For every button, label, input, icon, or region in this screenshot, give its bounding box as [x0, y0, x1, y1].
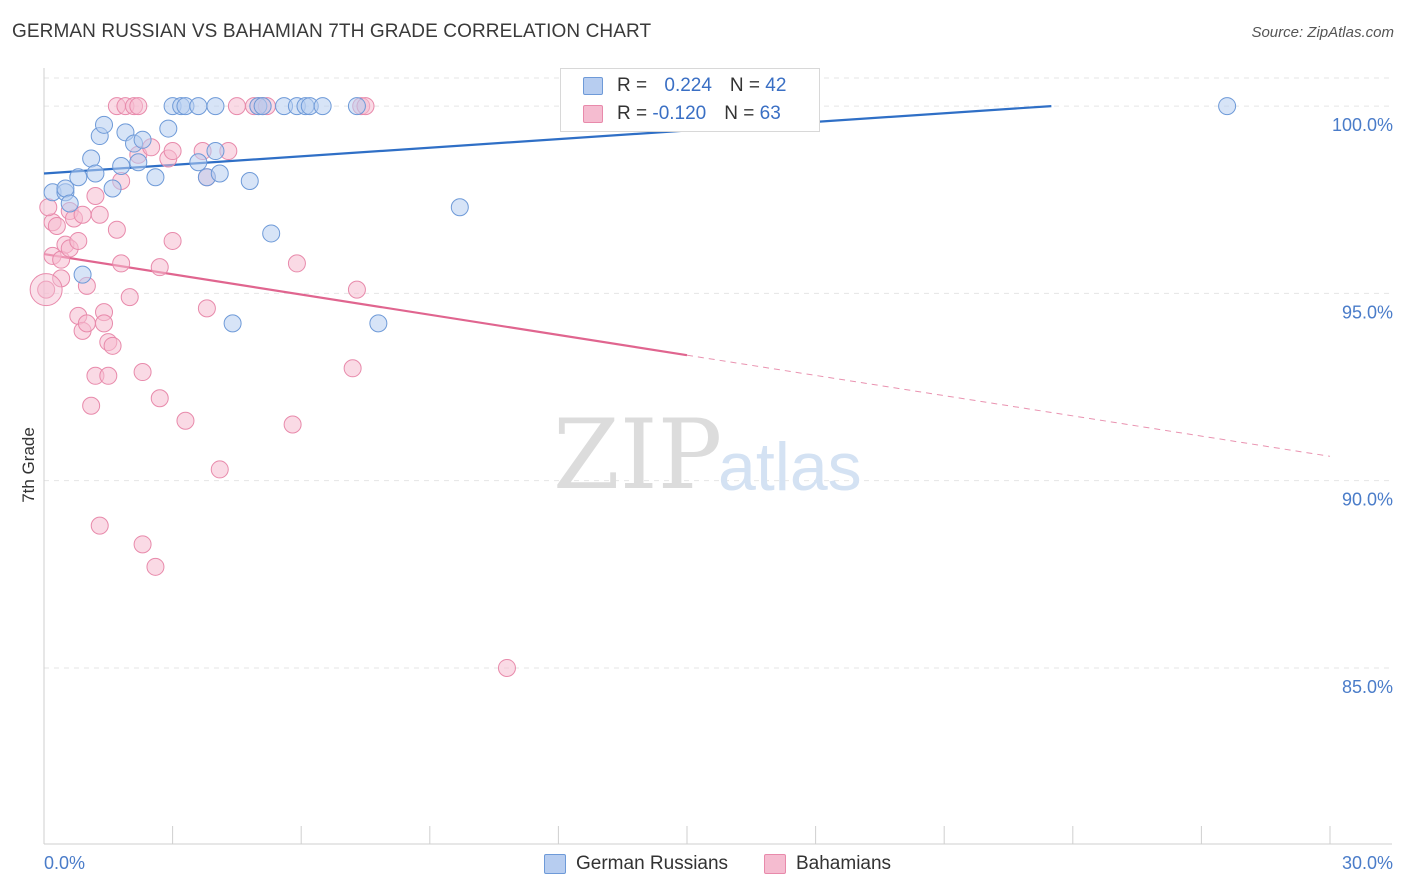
point-bahamians: [197, 299, 216, 318]
point-bahamians: [120, 288, 139, 307]
watermark: ZIP atlas: [553, 399, 862, 511]
trend-line-german-russians: [43, 104, 1052, 175]
point-german-russians: [129, 153, 148, 172]
point-bahamians: [52, 269, 71, 288]
legend-n-label: N =: [729, 75, 766, 96]
point-german-russians: [313, 97, 332, 116]
point-bahamians: [283, 415, 302, 434]
point-german-russians: [112, 157, 131, 176]
point-german-russians: [206, 97, 225, 116]
point-german-russians: [1218, 97, 1237, 116]
point-cluster-bahamians: [29, 273, 63, 307]
series-legend: German Russians Bahamians: [0, 852, 1406, 878]
point-bahamians: [69, 231, 88, 250]
point-bahamians: [227, 97, 246, 116]
point-bahamians: [82, 396, 101, 415]
data-points: [29, 97, 1237, 677]
correlation-legend: R = 0.224 N = 42 R = -0.120 N = 63: [560, 68, 820, 132]
point-german-russians: [210, 164, 229, 183]
legend-swatch-blue: [583, 77, 603, 95]
x-tick-label: 0.0%: [44, 853, 85, 873]
point-bahamians: [77, 314, 96, 333]
point-german-russians: [60, 194, 79, 213]
axes: [43, 68, 1392, 845]
point-bahamians: [343, 359, 362, 378]
point-german-russians: [189, 153, 208, 172]
legend-r-value: -0.120: [652, 103, 707, 124]
trend-line-bahamians: [43, 252, 688, 357]
point-german-russians: [347, 97, 366, 116]
point-bahamians: [347, 280, 366, 299]
legend-swatch-pink: [764, 854, 786, 874]
point-bahamians: [47, 216, 66, 235]
point-bahamians: [176, 411, 195, 430]
legend-label: Bahamians: [796, 853, 892, 874]
point-german-russians: [133, 130, 152, 149]
point-bahamians: [90, 516, 109, 535]
point-german-russians: [262, 224, 281, 243]
point-bahamians: [95, 314, 114, 333]
y-tick-label: 85.0%: [1342, 677, 1393, 697]
point-german-russians: [189, 97, 208, 116]
point-bahamians: [103, 336, 122, 355]
point-bahamians: [150, 389, 169, 408]
trend-line-extension-bahamians: [686, 354, 1331, 457]
point-german-russians: [82, 149, 101, 168]
point-bahamians: [287, 254, 306, 273]
x-tick-label: 30.0%: [1342, 853, 1393, 873]
point-bahamians: [497, 658, 516, 677]
tick-labels: 85.0% 90.0% 95.0% 100.0% 0.0% 30.0%: [44, 115, 1393, 873]
point-bahamians: [150, 258, 169, 277]
point-german-russians: [86, 164, 105, 183]
point-german-russians: [159, 119, 178, 138]
point-bahamians: [90, 205, 109, 224]
chart-title: GERMAN RUSSIAN VS BAHAMIAN 7TH GRADE COR…: [12, 21, 652, 42]
watermark-zip: ZIP: [553, 399, 722, 511]
point-bahamians: [37, 280, 56, 299]
legend-r-label: R =: [617, 75, 653, 96]
y-axis-label: 7th Grade: [19, 427, 38, 503]
point-german-russians: [206, 142, 225, 161]
point-german-russians: [103, 179, 122, 198]
point-german-russians: [253, 97, 272, 116]
grid-lines: [44, 77, 1392, 669]
point-german-russians: [240, 172, 259, 191]
point-german-russians: [369, 314, 388, 333]
point-german-russians: [450, 198, 469, 217]
legend-swatch-blue: [544, 854, 566, 874]
y-tick-label: 95.0%: [1342, 302, 1393, 322]
point-bahamians: [39, 198, 58, 217]
point-bahamians: [146, 557, 165, 576]
legend-r-value: 0.224: [664, 75, 712, 96]
legend-label: German Russians: [576, 853, 729, 874]
legend-swatch-pink: [583, 105, 603, 123]
point-german-russians: [146, 168, 165, 187]
point-bahamians: [99, 366, 118, 385]
point-bahamians: [129, 97, 148, 116]
point-german-russians: [69, 168, 88, 187]
point-bahamians: [133, 363, 152, 382]
point-bahamians: [107, 220, 126, 239]
watermark-atlas: atlas: [718, 429, 862, 505]
point-german-russians: [223, 314, 242, 333]
y-tick-label: 90.0%: [1342, 490, 1393, 510]
legend-n-value: 42: [765, 75, 787, 96]
point-bahamians: [86, 186, 105, 205]
trend-lines: [43, 104, 1331, 457]
legend-r-label: R =: [617, 103, 653, 124]
point-bahamians: [133, 535, 152, 554]
y-tick-label: 100.0%: [1332, 115, 1393, 135]
point-bahamians: [210, 460, 229, 479]
legend-n-value: 63: [759, 103, 781, 124]
point-bahamians: [163, 142, 182, 161]
point-german-russians: [95, 115, 114, 134]
point-german-russians: [73, 265, 92, 284]
point-bahamians: [163, 231, 182, 250]
chart-source: Source: ZipAtlas.com: [1251, 24, 1394, 41]
legend-n-label: N =: [724, 103, 760, 124]
point-bahamians: [112, 254, 131, 273]
